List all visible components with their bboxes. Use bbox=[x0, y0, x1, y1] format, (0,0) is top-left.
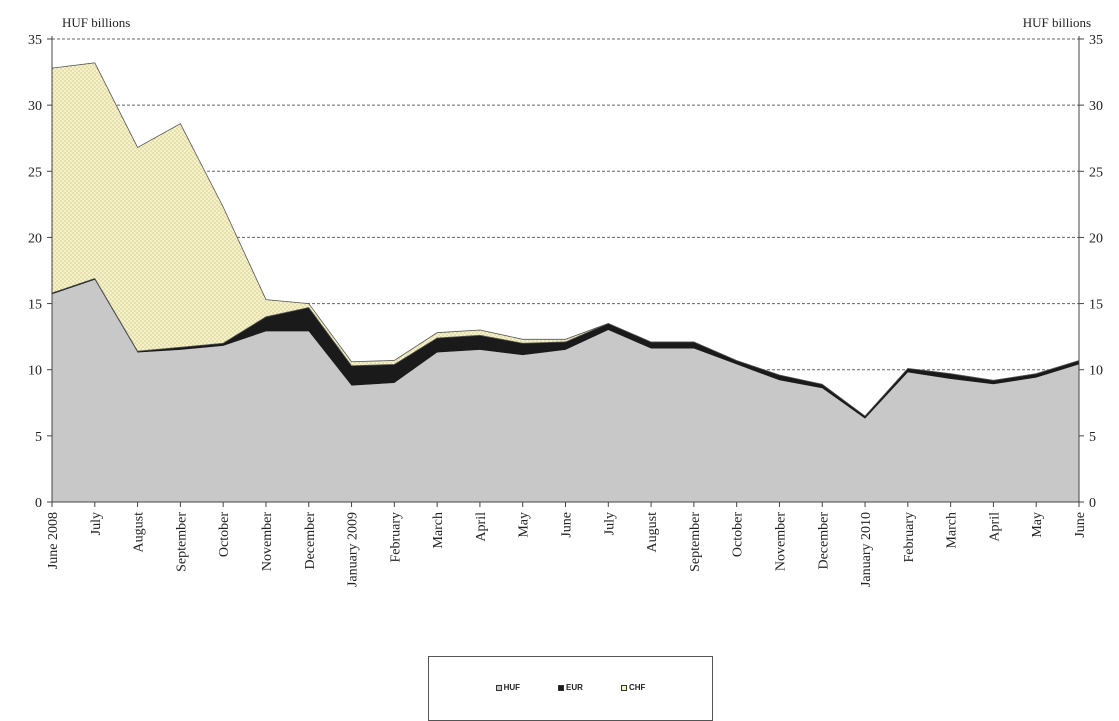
series-area-chf bbox=[51, 62, 1080, 417]
area-chart: 0 0 5 5 10 10 15 15 20 20 25 25 30 30 35 35 June 2008 Jul… bbox=[28, 33, 1103, 587]
y-tick-label-right: 30 bbox=[1089, 99, 1103, 114]
tick-labels: 0 0 5 5 10 10 15 15 20 20 25 25 30 30 35 35 June 2008 Jul… bbox=[28, 33, 1103, 587]
legend-item-eur: EUR bbox=[558, 683, 583, 692]
y-axis-unit-left: HUF billions bbox=[62, 15, 131, 30]
y-tick-label-right: 5 bbox=[1089, 430, 1096, 445]
y-tick-label-right: 0 bbox=[1089, 496, 1096, 511]
series-area-eur bbox=[52, 278, 1079, 419]
x-tick-label: February bbox=[388, 512, 403, 563]
x-tick-label: July bbox=[89, 512, 104, 535]
x-tick-label: May bbox=[517, 512, 532, 538]
legend-item-chf: CHF bbox=[620, 683, 646, 692]
x-tick-label: April bbox=[474, 512, 489, 542]
x-tick-label: December bbox=[816, 512, 831, 570]
y-tick-label-left: 5 bbox=[35, 430, 42, 445]
x-tick-label: June bbox=[560, 512, 575, 538]
x-tick-label: December bbox=[303, 512, 318, 570]
x-tick-label: March bbox=[945, 512, 960, 549]
legend-label: EUR bbox=[566, 683, 583, 692]
y-tick-label-right: 35 bbox=[1089, 33, 1103, 48]
x-tick-label: November bbox=[773, 512, 788, 571]
x-tick-label: September bbox=[688, 512, 703, 572]
y-tick-label-left: 20 bbox=[28, 231, 42, 246]
legend-swatch-huf bbox=[495, 684, 502, 691]
legend-label: HUF bbox=[503, 683, 521, 692]
x-tick-label: October bbox=[217, 512, 232, 557]
x-tick-label: September bbox=[174, 512, 189, 572]
axes bbox=[47, 36, 1084, 507]
y-tick-label-left: 0 bbox=[35, 496, 42, 511]
legend: HUF EUR CHF bbox=[428, 656, 713, 721]
x-tick-label: January 2010 bbox=[859, 512, 874, 587]
y-tick-label-left: 15 bbox=[28, 298, 42, 313]
x-tick-label: January 2009 bbox=[346, 512, 361, 587]
x-tick-label: August bbox=[645, 512, 660, 553]
x-tick-label: May bbox=[1030, 512, 1045, 538]
x-tick-label: November bbox=[260, 512, 275, 571]
y-tick-label-right: 25 bbox=[1089, 165, 1103, 180]
y-tick-label-left: 30 bbox=[28, 99, 42, 114]
x-tick-label: July bbox=[602, 512, 617, 535]
x-tick-label: June bbox=[1073, 512, 1088, 538]
x-tick-label: October bbox=[731, 512, 746, 557]
series-areas bbox=[51, 62, 1080, 502]
series-area-huf bbox=[52, 279, 1079, 502]
x-tick-label: March bbox=[431, 512, 446, 549]
y-tick-label-right: 20 bbox=[1089, 231, 1103, 246]
legend-label: CHF bbox=[628, 683, 646, 692]
y-tick-label-right: 15 bbox=[1089, 298, 1103, 313]
x-tick-label: April bbox=[987, 512, 1002, 542]
y-tick-label-left: 25 bbox=[28, 165, 42, 180]
legend-swatch-chf bbox=[620, 684, 627, 691]
x-tick-label: June 2008 bbox=[46, 512, 61, 569]
x-tick-label: August bbox=[132, 512, 147, 553]
legend-swatch-eur bbox=[558, 684, 565, 691]
legend-item-huf: HUF bbox=[495, 683, 521, 692]
y-tick-label-left: 35 bbox=[28, 33, 42, 48]
y-tick-label-right: 10 bbox=[1089, 364, 1103, 379]
y-axis-unit-right: HUF billions bbox=[1022, 15, 1091, 30]
x-tick-label: February bbox=[902, 512, 917, 563]
y-tick-label-left: 10 bbox=[28, 364, 42, 379]
